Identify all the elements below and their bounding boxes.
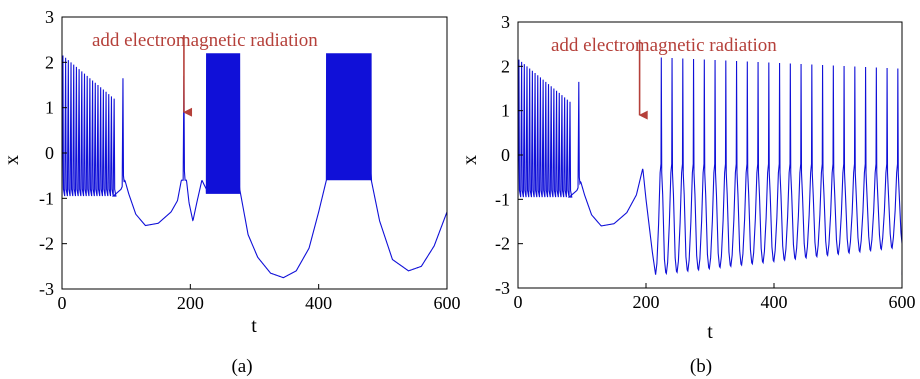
panel-b-y-tick-label: 0: [501, 145, 510, 165]
panel-b: -3 -2 -1 0 1 2 3 0 200 400 600 t x add electromag…: [459, 12, 916, 377]
panel-a: -3 -2 -1 0 1 2 3 0 200 400 600 t x add electromag…: [1, 7, 461, 377]
panel-b-y-axis-label: x: [459, 155, 481, 165]
panel-b-x-ticks: 0 200 400 600: [514, 283, 916, 312]
panel-a-x-tick-label: 200: [177, 293, 204, 313]
panel-b-x-tick-label: 0: [514, 292, 523, 312]
panel-b-series-line: [518, 57, 902, 276]
panel-a-x-tick-label: 0: [58, 293, 67, 313]
panel-a-y-tick-label: 2: [45, 52, 54, 72]
panel-a-series-line: [62, 53, 447, 279]
panel-b-y-tick-label: -3: [495, 278, 510, 298]
panel-a-y-tick-label: 3: [45, 7, 54, 27]
panel-b-trace: [518, 57, 902, 276]
panel-a-x-ticks: 0 200 400 600: [58, 284, 461, 313]
panel-a-x-tick-label: 400: [305, 293, 332, 313]
panel-a-y-tick-label: -1: [39, 188, 54, 208]
panel-b-x-axis-label: t: [707, 321, 713, 343]
panel-b-y-tick-label: 2: [501, 56, 510, 76]
panel-b-y-ticks: -3 -2 -1 0 1 2 3: [495, 12, 523, 298]
panel-a-annotation-text: add electromagnetic radiation: [92, 30, 318, 51]
panel-b-x-tick-label: 400: [761, 292, 788, 312]
panel-a-y-tick-label: -2: [39, 234, 54, 254]
panel-a-y-tick-label: 1: [45, 98, 54, 118]
panel-a-y-axis-label: x: [1, 155, 23, 165]
panel-b-y-tick-label: -2: [495, 234, 510, 254]
panel-b-x-tick-label: 600: [889, 292, 916, 312]
panel-a-x-axis-label: t: [251, 315, 257, 337]
panel-a-x-tick-label: 600: [434, 293, 461, 313]
panel-b-y-tick-label: 1: [501, 101, 510, 121]
panel-b-y-tick-label: 3: [501, 12, 510, 32]
panel-a-y-ticks: -3 -2 -1 0 1 2 3: [39, 7, 67, 299]
panel-a-y-tick-label: 0: [45, 143, 54, 163]
panel-b-label: (b): [690, 356, 712, 377]
panel-a-trace: [62, 53, 447, 279]
panel-a-y-tick-label: -3: [39, 279, 54, 299]
panel-a-label: (a): [231, 356, 252, 377]
panel-b-annotation-text: add electromagnetic radiation: [551, 35, 777, 56]
panel-b-x-tick-label: 200: [633, 292, 660, 312]
panel-b-y-tick-label: -1: [495, 189, 510, 209]
